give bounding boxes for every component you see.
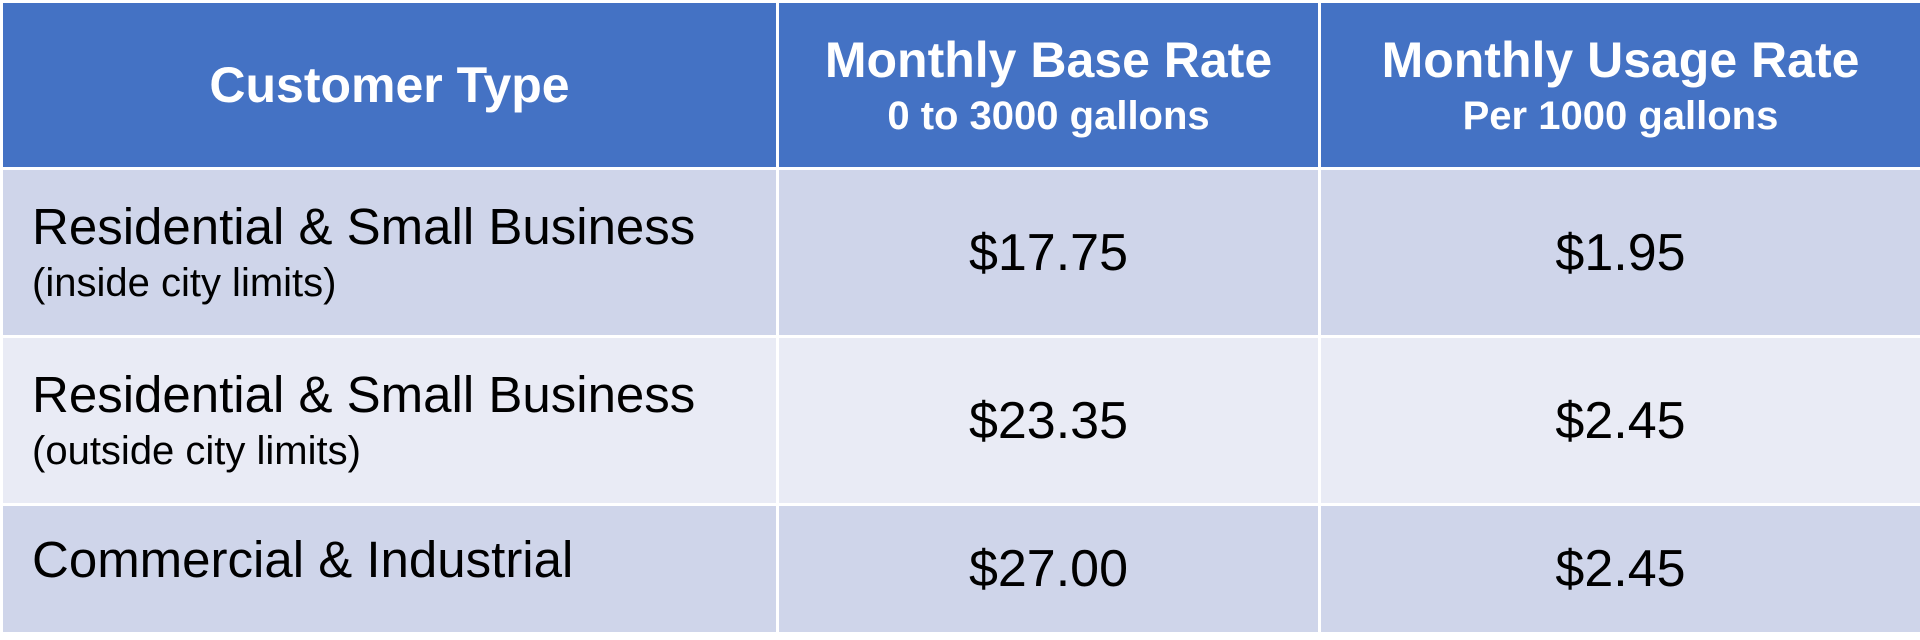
base-rate-cell: $27.00 xyxy=(776,503,1321,635)
usage-rate-cell: $2.45 xyxy=(1318,503,1920,635)
table-row: Commercial & Industrial $27.00 $2.45 xyxy=(0,503,1920,635)
table-row: Residential & Small Business (outside ci… xyxy=(0,335,1920,506)
table-row: Residential & Small Business (inside cit… xyxy=(0,167,1920,338)
header-base-rate-sublabel: 0 to 3000 gallons xyxy=(887,94,1210,138)
base-rate-cell: $17.75 xyxy=(776,167,1321,338)
base-rate-cell: $23.35 xyxy=(776,335,1321,506)
customer-type-cell: Residential & Small Business (outside ci… xyxy=(0,335,779,506)
customer-type-name: Residential & Small Business xyxy=(32,198,696,256)
header-row: Customer Type Monthly Base Rate 0 to 300… xyxy=(0,0,1920,170)
table-body: Residential & Small Business (inside cit… xyxy=(0,167,1920,635)
table-header: Customer Type Monthly Base Rate 0 to 300… xyxy=(0,0,1920,170)
header-base-rate-label: Monthly Base Rate xyxy=(824,32,1273,88)
header-customer-type: Customer Type xyxy=(0,0,779,170)
header-usage-rate-sublabel: Per 1000 gallons xyxy=(1462,94,1779,138)
header-customer-type-label: Customer Type xyxy=(209,57,570,113)
usage-rate-cell: $2.45 xyxy=(1318,335,1920,506)
customer-type-cell: Residential & Small Business (inside cit… xyxy=(0,167,779,338)
customer-type-cell: Commercial & Industrial xyxy=(0,503,779,635)
customer-type-name: Residential & Small Business xyxy=(32,366,696,424)
customer-type-name: Commercial & Industrial xyxy=(32,531,574,588)
customer-type-note: (outside city limits) xyxy=(32,428,361,473)
header-monthly-base-rate: Monthly Base Rate 0 to 3000 gallons xyxy=(776,0,1321,170)
customer-type-note: (inside city limits) xyxy=(32,260,337,305)
usage-rate-cell: $1.95 xyxy=(1318,167,1920,338)
header-monthly-usage-rate: Monthly Usage Rate Per 1000 gallons xyxy=(1318,0,1920,170)
header-usage-rate-label: Monthly Usage Rate xyxy=(1381,32,1860,88)
